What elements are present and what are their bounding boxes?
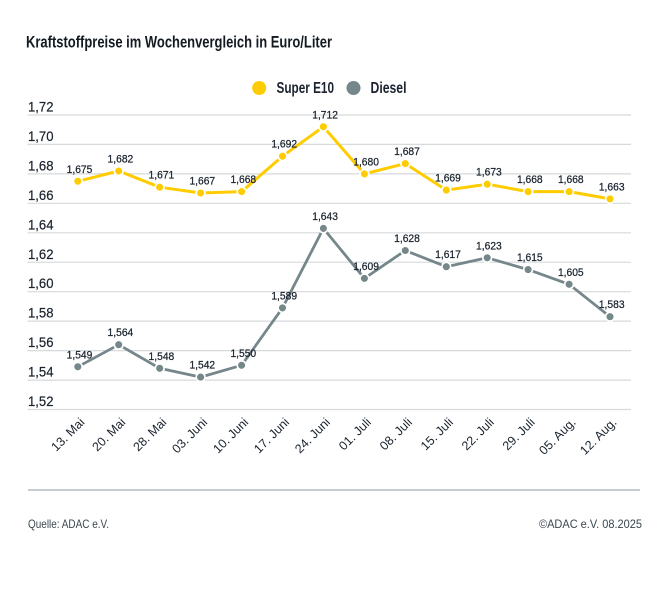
svg-text:1,615: 1,615 bbox=[517, 252, 543, 264]
svg-text:1,663: 1,663 bbox=[599, 181, 625, 193]
svg-text:1,680: 1,680 bbox=[353, 156, 379, 168]
svg-text:1,72: 1,72 bbox=[28, 99, 54, 115]
svg-text:1,687: 1,687 bbox=[394, 146, 420, 158]
svg-text:1,583: 1,583 bbox=[599, 299, 625, 311]
svg-text:1,682: 1,682 bbox=[108, 154, 134, 166]
svg-text:1,54: 1,54 bbox=[28, 364, 54, 380]
svg-text:1,66: 1,66 bbox=[28, 187, 54, 203]
svg-text:Super E10: Super E10 bbox=[277, 80, 335, 97]
svg-text:1,68: 1,68 bbox=[28, 157, 54, 173]
svg-text:1,668: 1,668 bbox=[230, 174, 256, 186]
svg-text:1,58: 1,58 bbox=[28, 305, 54, 321]
svg-text:1,589: 1,589 bbox=[271, 290, 297, 302]
svg-text:1,564: 1,564 bbox=[108, 327, 134, 339]
svg-text:1,692: 1,692 bbox=[271, 139, 297, 151]
svg-text:1,609: 1,609 bbox=[353, 261, 379, 273]
svg-text:1,70: 1,70 bbox=[28, 128, 54, 144]
svg-text:1,668: 1,668 bbox=[558, 174, 584, 186]
svg-text:1,675: 1,675 bbox=[67, 164, 93, 176]
svg-text:Quelle: ADAC e.V.: Quelle: ADAC e.V. bbox=[28, 517, 109, 531]
svg-text:1,548: 1,548 bbox=[149, 351, 175, 363]
svg-text:1,550: 1,550 bbox=[230, 348, 256, 360]
svg-text:©ADAC e.V. 08.2025: ©ADAC e.V. 08.2025 bbox=[539, 517, 642, 531]
svg-text:1,605: 1,605 bbox=[558, 267, 584, 279]
svg-text:1,64: 1,64 bbox=[28, 216, 54, 232]
svg-text:1,628: 1,628 bbox=[394, 233, 420, 245]
svg-text:1,668: 1,668 bbox=[517, 174, 543, 186]
svg-text:1,669: 1,669 bbox=[435, 173, 461, 185]
svg-text:1,673: 1,673 bbox=[476, 167, 502, 179]
svg-text:1,549: 1,549 bbox=[67, 349, 93, 361]
svg-text:1,60: 1,60 bbox=[28, 275, 54, 291]
svg-text:1,52: 1,52 bbox=[28, 393, 54, 409]
svg-text:Diesel: Diesel bbox=[371, 80, 407, 97]
svg-text:1,643: 1,643 bbox=[312, 211, 338, 223]
svg-text:1,623: 1,623 bbox=[476, 240, 502, 252]
svg-text:Kraftstoffpreise im Wochenverg: Kraftstoffpreise im Wochenvergleich in E… bbox=[26, 33, 332, 52]
svg-text:1,542: 1,542 bbox=[189, 360, 215, 372]
svg-text:1,56: 1,56 bbox=[28, 334, 54, 350]
svg-text:1,62: 1,62 bbox=[28, 246, 54, 262]
svg-text:1,617: 1,617 bbox=[435, 249, 461, 261]
svg-text:1,667: 1,667 bbox=[189, 176, 215, 188]
svg-text:1,712: 1,712 bbox=[312, 109, 338, 121]
svg-text:1,671: 1,671 bbox=[149, 170, 175, 182]
